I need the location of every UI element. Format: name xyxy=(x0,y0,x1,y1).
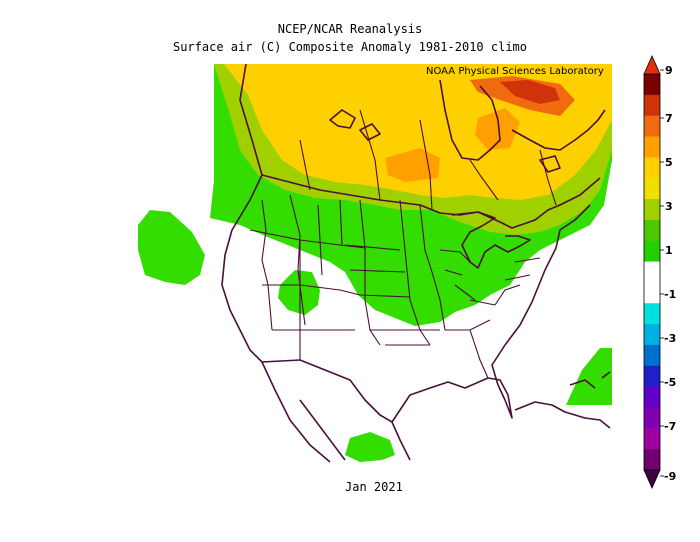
credit-label: NOAA Physical Sciences Laboratory xyxy=(426,66,604,77)
colorbar-top-cap xyxy=(643,55,661,75)
colorbar-label: 5 xyxy=(665,156,673,169)
coastline-pacific xyxy=(221,63,263,363)
anomaly-region-mexico xyxy=(345,432,395,462)
colorbar-label: -1 xyxy=(664,288,676,301)
colorbar-bin xyxy=(644,428,660,450)
colorbar-bin xyxy=(644,407,660,429)
colorbar-bins xyxy=(643,73,661,471)
colorbar-ticks xyxy=(660,69,664,477)
canada-provinces xyxy=(299,109,557,211)
colorbar-bin xyxy=(644,136,660,158)
anomaly-region-pacific xyxy=(138,210,205,285)
state-lines-central xyxy=(339,199,440,346)
anomaly-region-caribbean xyxy=(566,348,612,405)
canada-us-border xyxy=(261,174,601,229)
colorbar-label: -7 xyxy=(664,420,676,433)
colorbar-bin xyxy=(644,261,660,283)
colorbar-bin xyxy=(644,199,660,221)
map-title: NCEP/NCAR Reanalysis xyxy=(277,22,423,36)
state-boundaries xyxy=(249,109,557,379)
colorbar-bin xyxy=(644,157,660,179)
colorbar-bin xyxy=(644,219,660,242)
hispaniola xyxy=(569,371,611,389)
colorbar-label: -3 xyxy=(664,332,676,345)
anomaly-shading xyxy=(138,64,612,462)
coastline-mexico xyxy=(261,361,411,463)
anomaly-region-6-to-7-east xyxy=(475,108,520,150)
coastline-atlantic xyxy=(491,204,591,386)
colorbar-bottom-cap xyxy=(643,469,661,489)
colorbar-bin xyxy=(644,303,660,325)
anomaly-region-above-9 xyxy=(500,80,560,104)
colorbar-bin xyxy=(644,344,660,367)
colorbar-bin xyxy=(644,324,660,346)
colorbar-label: -9 xyxy=(664,470,676,483)
colorbar-label: -5 xyxy=(664,376,676,389)
colorbar-bin xyxy=(644,115,660,137)
colorbar-label: 1 xyxy=(665,244,673,257)
colorbar-bin xyxy=(644,94,660,116)
colorbar-label: 9 xyxy=(665,64,673,77)
colorbar-bin xyxy=(644,74,660,96)
political-boundaries xyxy=(221,63,611,463)
map-subtitle: Surface air (C) Composite Anomaly 1981-2… xyxy=(172,40,527,54)
colorbar-bin xyxy=(644,282,660,304)
colorbar-bin xyxy=(644,240,660,262)
anomaly-region-colorado xyxy=(278,270,320,315)
colorbar-label: 3 xyxy=(665,200,673,213)
state-lines-west xyxy=(249,194,366,360)
colorbar-labels: 9 7 5 3 1 -1 -3 -5 -7 -9 xyxy=(664,64,676,483)
state-lines-east xyxy=(419,204,541,379)
date-label: Jan 2021 xyxy=(345,480,403,494)
colorbar-bin xyxy=(644,365,660,387)
colorbar-label: 7 xyxy=(665,112,673,125)
great-lakes xyxy=(451,211,531,269)
colorbar-bin xyxy=(644,178,660,200)
colorbar-bin xyxy=(644,449,660,471)
colorbar-bin xyxy=(644,386,660,408)
hudson-bay xyxy=(439,79,501,161)
labrador-coast xyxy=(511,109,606,151)
cuba xyxy=(514,401,611,429)
